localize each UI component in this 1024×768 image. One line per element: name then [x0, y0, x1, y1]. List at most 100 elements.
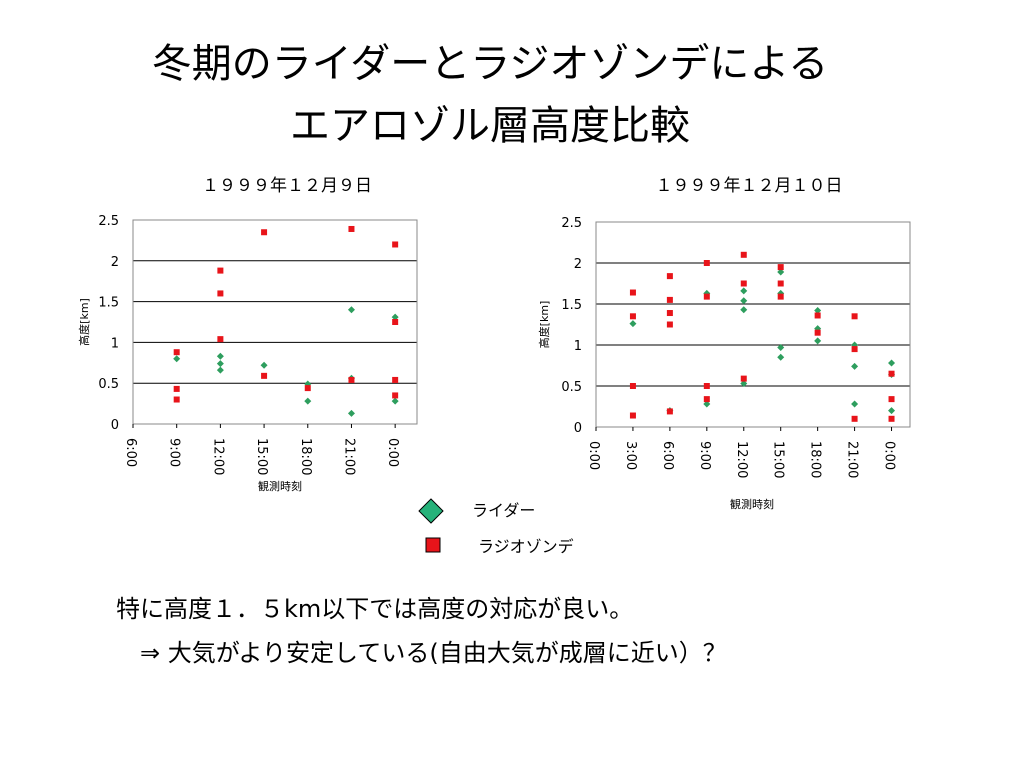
x-tick-label: 21:00: [341, 438, 356, 475]
lidar-point: [703, 400, 711, 408]
radiosonde-point: [666, 321, 673, 328]
radiosonde-point: [392, 376, 399, 383]
x-tick-label: 9:00: [697, 441, 712, 470]
radiosonde-point: [888, 415, 895, 422]
lidar-point: [391, 313, 399, 321]
lidar-point: [777, 353, 785, 361]
lidar-point: [740, 306, 748, 314]
chart-title: １９９９年１２月１０日: [656, 176, 843, 196]
radiosonde-point: [777, 264, 784, 271]
lidar-point: [391, 397, 399, 405]
lidar-point: [740, 380, 748, 388]
radiosonde-point: [217, 290, 224, 297]
legend-radiosonde-marker: [425, 537, 441, 553]
x-tick-label: 0:00: [586, 441, 601, 470]
y-tick-label: 1: [111, 336, 119, 351]
x-tick-label: 15:00: [771, 441, 786, 478]
radiosonde-point: [629, 383, 636, 389]
radiosonde-point: [777, 293, 784, 300]
slide-title-line-2: エアロゾル層高度比較: [290, 103, 690, 149]
lidar-point: [216, 366, 224, 374]
radiosonde-point: [348, 225, 355, 232]
radiosonde-point: [814, 312, 821, 319]
x-tick-label: 12:00: [734, 441, 749, 478]
radiosonde-point: [814, 329, 821, 336]
y-tick-label: 0.5: [98, 377, 119, 392]
plot-area: [595, 221, 911, 428]
radiosonde-point: [173, 349, 180, 356]
radiosonde-point: [392, 241, 399, 248]
y-tick-label: 0.5: [561, 380, 582, 395]
lidar-point: [347, 306, 355, 314]
note-line-1: 特に高度１．５km以下では高度の対応が良い。: [116, 595, 634, 623]
radiosonde-point: [392, 392, 399, 399]
x-tick-label: 6:00: [660, 441, 675, 470]
y-axis-label: 高度[km]: [77, 298, 91, 346]
x-axis-label: 観測時刻: [258, 479, 302, 493]
radiosonde-point: [261, 372, 268, 379]
x-tick-label: 15:00: [254, 438, 269, 475]
radiosonde-point: [666, 408, 673, 415]
lidar-point: [740, 287, 748, 295]
lidar-point: [629, 320, 637, 328]
radiosonde-point: [851, 313, 858, 320]
lidar-point: [851, 362, 859, 370]
radiosonde-point: [740, 251, 747, 258]
radiosonde-point: [740, 280, 747, 287]
x-tick-label: 0:00: [882, 441, 897, 470]
radiosonde-point: [217, 336, 224, 343]
x-axis-label: 観測時刻: [730, 497, 774, 511]
radiosonde-point: [740, 375, 747, 382]
plot-area: [132, 219, 418, 425]
radiosonde-point: [851, 415, 858, 422]
x-tick-label: 9:00: [167, 438, 182, 467]
radiosonde-point: [629, 313, 636, 320]
x-tick-label: 3:00: [623, 441, 638, 470]
radiosonde-point: [703, 383, 710, 389]
radiosonde-point: [888, 370, 895, 377]
y-tick-label: 1: [574, 339, 582, 354]
lidar-point: [777, 343, 785, 351]
lidar-point: [888, 359, 896, 367]
scatter-chart-1: １９９９年１２月９日 0 0.5 1 1.5 2 2.5 6:00 9:00 12:00 15:00…: [77, 176, 418, 493]
x-tick-label: 6:00: [123, 438, 138, 467]
x-tick-label: 12:00: [210, 438, 225, 475]
x-tick-label: 18:00: [808, 441, 823, 478]
note-line-2: ⇒ 大気がより安定している(自由大気が成層に近い）？: [140, 639, 727, 667]
y-tick-label: 2.5: [561, 216, 582, 231]
x-tick-label: 0:00: [385, 438, 400, 467]
y-tick-label: 0: [574, 421, 582, 436]
y-tick-label: 2.5: [98, 214, 119, 229]
lidar-point: [777, 268, 785, 276]
scatter-chart-2: １９９９年１２月１０日 0 0.5 1 1.5 2 2.5 0:00 3:00 6:00 9:00 1…: [537, 176, 911, 511]
radiosonde-point: [851, 346, 858, 353]
radiosonde-point: [629, 289, 636, 296]
lidar-point: [740, 297, 748, 305]
radiosonde-point: [392, 319, 399, 325]
lidar-point: [260, 361, 268, 369]
radiosonde-point: [703, 293, 710, 300]
radiosonde-point: [629, 412, 636, 419]
radiosonde-point: [703, 260, 710, 266]
radiosonde-point: [666, 296, 673, 303]
legend-lidar-marker: [418, 498, 444, 524]
radiosonde-point: [703, 396, 710, 403]
lidar-point: [814, 337, 822, 345]
y-tick-label: 1.5: [98, 296, 119, 311]
lidar-point: [851, 400, 859, 408]
radiosonde-point: [666, 310, 673, 317]
y-tick-label: 1.5: [561, 298, 582, 313]
lidar-point: [173, 355, 181, 363]
slide-title-line-1: 冬期のライダーとラジオゾンデによる: [151, 41, 829, 87]
y-tick-label: 2: [111, 255, 119, 270]
chart-title: １９９９年１２月９日: [202, 176, 372, 196]
radiosonde-point: [666, 273, 673, 280]
radiosonde-point: [173, 385, 180, 392]
lidar-point: [888, 407, 896, 415]
radiosonde-point: [217, 267, 224, 274]
lidar-point: [814, 307, 822, 315]
x-tick-label: 21:00: [845, 441, 860, 478]
y-tick-label: 2: [574, 257, 582, 272]
